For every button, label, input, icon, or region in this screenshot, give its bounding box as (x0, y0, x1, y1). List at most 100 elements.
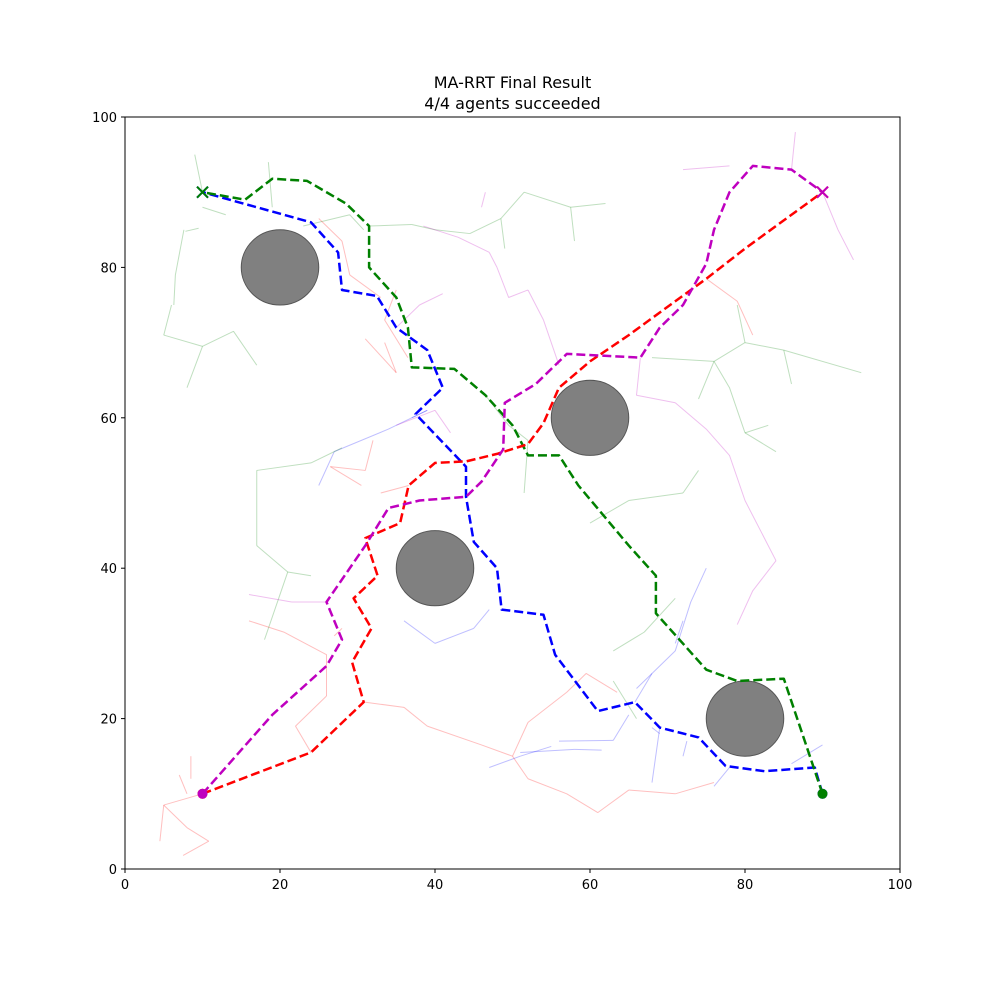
tree-edge (527, 778, 567, 795)
tree-edge (341, 240, 351, 276)
tree-2 (163, 154, 862, 719)
tree-3 (159, 218, 754, 856)
tree-edge (256, 462, 312, 471)
tree-edge (628, 789, 676, 795)
tree-edge (423, 225, 459, 238)
x-tick-label: 20 (272, 878, 289, 893)
tree-edge (736, 590, 754, 625)
tree-edge (566, 793, 599, 814)
path-1 (202, 190, 824, 795)
tree-edge (396, 409, 436, 426)
tree-edge (496, 267, 510, 298)
tree-edge (411, 224, 436, 231)
tree-4 (248, 131, 854, 625)
tree-edge (287, 571, 312, 577)
tree-edge (713, 342, 746, 362)
tree-edge (388, 409, 428, 430)
tree-edge (427, 725, 482, 746)
tree-edge (488, 252, 498, 268)
tree-edge (698, 361, 715, 400)
tree-edge (202, 206, 226, 216)
y-tick-label: 100 (92, 111, 117, 126)
tree-edge (248, 620, 285, 633)
tree-edge (194, 154, 203, 193)
tree-edge (729, 455, 746, 501)
tree-edge (508, 289, 529, 298)
tree-edge (744, 342, 784, 351)
tree-edge (682, 165, 730, 171)
tree-edge (163, 804, 188, 828)
tree-edge (380, 484, 409, 494)
axes-frame (124, 116, 901, 870)
tree-edge (651, 357, 715, 362)
tree-edge (570, 202, 606, 208)
tree-edge (523, 440, 529, 494)
y-tick-label: 20 (100, 713, 117, 728)
y-tick-label: 80 (100, 261, 117, 276)
tree-edge (159, 805, 165, 842)
tree-edge (651, 727, 661, 783)
tree-edge (364, 440, 374, 471)
tree-edge (283, 631, 327, 656)
tree-edge (267, 162, 273, 208)
path-3 (202, 191, 824, 795)
tree-edge (713, 361, 730, 388)
plot-content (159, 131, 862, 856)
obstacle-4 (705, 680, 785, 757)
tree-edge (612, 714, 630, 741)
tree-edge (597, 789, 630, 814)
tree-edge (318, 218, 343, 242)
tree-edge (434, 229, 470, 235)
tree-edge (783, 349, 862, 374)
x-tick-label: 60 (582, 878, 599, 893)
start-marker-4 (197, 788, 208, 799)
tree-edge (473, 609, 490, 629)
tree-edge (178, 774, 188, 794)
tree-edge (636, 394, 676, 404)
tree-edge (363, 701, 405, 708)
tree-edge (585, 673, 618, 693)
tree-edge (791, 131, 796, 170)
tree-edge (481, 192, 486, 208)
tree-edge (384, 342, 397, 373)
tree-edge (186, 346, 203, 388)
obstacle-2 (550, 379, 630, 456)
tree-edge (384, 319, 409, 358)
tree-edge (705, 428, 730, 456)
tree-edge (369, 224, 412, 227)
tree-edge (682, 741, 688, 757)
tree-edge (675, 782, 715, 795)
goal-marker-2 (196, 185, 209, 199)
goal-marker-4 (816, 185, 829, 199)
tree-edge (558, 739, 614, 742)
x-tick-label: 80 (737, 878, 754, 893)
tree-edge (690, 567, 707, 603)
tree-edge (174, 229, 185, 276)
tree-edge (682, 470, 699, 494)
tree-edge (185, 227, 199, 232)
tree-edge (512, 755, 529, 780)
tree-edge (411, 409, 428, 419)
tree-edge (202, 330, 234, 347)
tree-edge (543, 319, 560, 366)
tree-edge (736, 301, 754, 336)
plot-area (159, 131, 862, 856)
tree-edge (248, 594, 292, 603)
tree-edge (163, 304, 172, 336)
tree-edge (173, 274, 176, 306)
tree-edge (628, 492, 684, 502)
tree-edge (744, 424, 769, 434)
tree-edge (349, 214, 365, 231)
tree-edge (520, 745, 552, 757)
tree-edge (333, 628, 343, 637)
tree-edge (527, 289, 544, 321)
obstacle-3 (395, 530, 475, 607)
tree-edge (651, 650, 676, 674)
tree-edge (330, 466, 366, 471)
tree-edge (481, 744, 513, 757)
tree-edge (520, 748, 575, 753)
tree-edge (783, 350, 792, 385)
tree-edge (256, 545, 289, 573)
tree-edge (674, 402, 707, 430)
